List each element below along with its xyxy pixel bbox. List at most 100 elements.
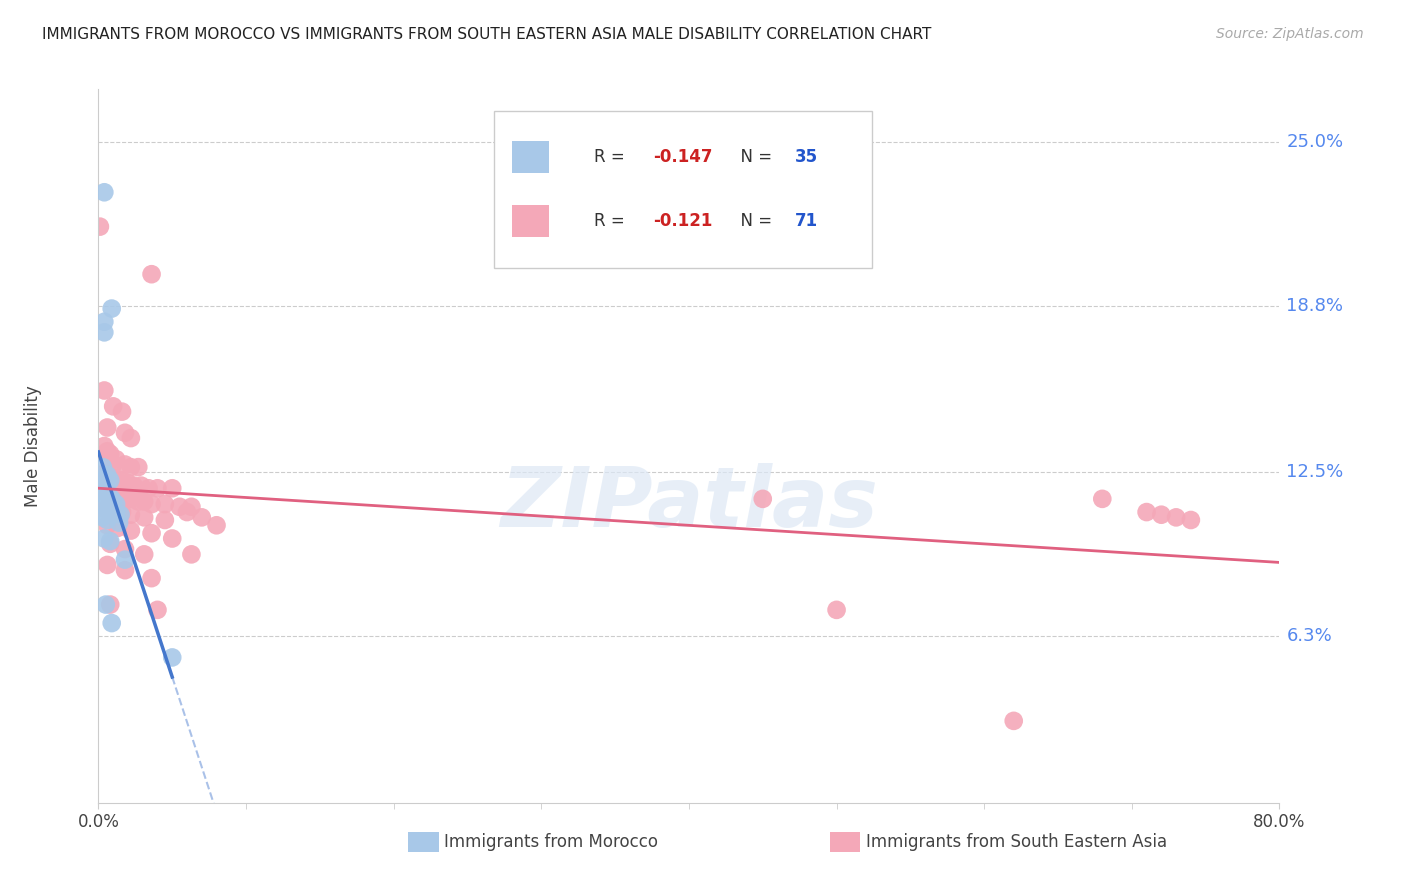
Point <box>98 447 121 461</box>
Point <box>93 326 115 340</box>
Point <box>120 524 142 538</box>
Point <box>96 468 118 483</box>
Text: Male Disability: Male Disability <box>24 385 42 507</box>
Point <box>96 444 118 458</box>
Point <box>1180 513 1202 527</box>
Point <box>114 552 136 566</box>
Point <box>107 474 129 488</box>
Point <box>114 458 136 472</box>
Point <box>110 508 132 522</box>
Point <box>100 471 122 485</box>
Point <box>96 486 118 500</box>
Point <box>134 547 156 561</box>
Point <box>93 186 115 200</box>
Point <box>97 502 120 516</box>
Point <box>134 494 156 508</box>
Point <box>91 486 114 500</box>
Point <box>107 489 129 503</box>
Point <box>94 598 117 612</box>
Point <box>91 475 114 490</box>
Point <box>825 603 848 617</box>
Point <box>98 474 121 488</box>
Point <box>100 491 122 506</box>
Point <box>1135 505 1157 519</box>
Point <box>96 518 118 533</box>
FancyBboxPatch shape <box>512 205 548 237</box>
Point <box>96 558 118 572</box>
Point <box>105 505 128 519</box>
Point <box>205 518 228 533</box>
Text: 6.3%: 6.3% <box>1286 627 1333 645</box>
Point <box>98 534 121 549</box>
Text: -0.121: -0.121 <box>654 212 713 230</box>
Point <box>111 474 134 488</box>
Point <box>114 563 136 577</box>
Point <box>103 502 125 516</box>
Point <box>91 510 114 524</box>
Text: -0.147: -0.147 <box>654 148 713 166</box>
Point <box>93 483 115 498</box>
Point <box>120 491 142 506</box>
Point <box>98 598 121 612</box>
Point <box>162 481 183 495</box>
Text: R =: R = <box>595 212 630 230</box>
Point <box>169 500 191 514</box>
FancyBboxPatch shape <box>494 111 872 268</box>
Point <box>141 571 163 585</box>
Point <box>93 500 115 514</box>
Point <box>105 452 128 467</box>
Point <box>93 384 115 398</box>
Text: 25.0%: 25.0% <box>1286 133 1344 151</box>
Point <box>1002 714 1025 728</box>
Text: 12.5%: 12.5% <box>1286 464 1344 482</box>
Point <box>97 491 120 506</box>
Point <box>127 460 149 475</box>
Point <box>107 521 129 535</box>
Text: Immigrants from Morocco: Immigrants from Morocco <box>444 833 658 851</box>
Text: N =: N = <box>730 212 778 230</box>
Point <box>117 475 139 490</box>
Point <box>162 532 183 546</box>
Point <box>91 460 114 475</box>
Text: R =: R = <box>595 148 630 166</box>
Point <box>141 526 163 541</box>
Point <box>114 425 136 440</box>
Text: 18.8%: 18.8% <box>1286 297 1344 315</box>
FancyBboxPatch shape <box>512 141 548 173</box>
Point <box>141 497 163 511</box>
Point <box>129 478 152 492</box>
Point <box>97 468 120 483</box>
Point <box>127 494 149 508</box>
Point <box>1164 510 1187 524</box>
Point <box>94 481 117 495</box>
Point <box>1091 491 1114 506</box>
Point <box>120 508 142 522</box>
Point <box>120 431 142 445</box>
Text: IMMIGRANTS FROM MOROCCO VS IMMIGRANTS FROM SOUTH EASTERN ASIA MALE DISABILITY CO: IMMIGRANTS FROM MOROCCO VS IMMIGRANTS FR… <box>42 27 932 42</box>
Point <box>93 478 115 492</box>
Text: N =: N = <box>730 148 778 166</box>
Point <box>180 547 202 561</box>
Point <box>97 500 120 514</box>
Point <box>98 537 121 551</box>
Point <box>96 513 118 527</box>
Point <box>122 478 145 492</box>
Point <box>96 474 118 488</box>
Text: Source: ZipAtlas.com: Source: ZipAtlas.com <box>1216 27 1364 41</box>
Point <box>114 542 136 557</box>
Point <box>1150 508 1173 522</box>
Point <box>103 458 125 472</box>
Point <box>103 505 125 519</box>
Point <box>138 481 160 495</box>
Point <box>141 267 163 281</box>
Text: Immigrants from South Eastern Asia: Immigrants from South Eastern Asia <box>866 833 1167 851</box>
Point <box>93 439 115 453</box>
Point <box>93 483 115 498</box>
Point <box>108 516 131 530</box>
Point <box>100 616 122 631</box>
Text: ZIPatlas: ZIPatlas <box>501 463 877 543</box>
Point <box>146 481 169 495</box>
Point <box>96 420 118 434</box>
Point <box>100 301 122 316</box>
Point <box>176 505 198 519</box>
